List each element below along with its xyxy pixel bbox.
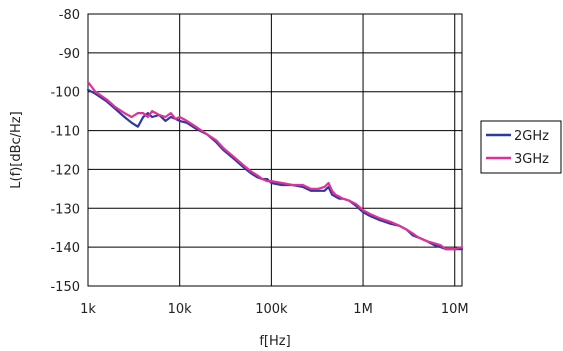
series-layer — [86, 80, 464, 251]
x-tick-label: 1M — [353, 302, 373, 317]
y-tick-label: -120 — [50, 163, 80, 178]
y-axis-label: L(f)[dBc/Hz] — [9, 111, 24, 188]
y-tick-label: -150 — [50, 280, 80, 295]
plot-area-frame — [87, 13, 463, 287]
y-tick-label: -90 — [59, 47, 80, 62]
series-3ghz — [86, 80, 464, 251]
x-tick-labels: 1k 10k 100k 1M 10M — [80, 302, 469, 317]
x-tick-label: 1k — [80, 302, 96, 317]
legend: 2GHz 3GHz — [480, 120, 562, 174]
x-tick-label: 100k — [255, 302, 288, 317]
series-line-3ghz — [86, 80, 464, 251]
legend-label-3ghz: 3GHz — [514, 152, 549, 167]
y-tick-label: -130 — [50, 202, 80, 217]
y-tick-labels: -150 -140 -130 -120 -110 -100 -90 -80 — [50, 8, 80, 295]
x-axis-label: f[Hz] — [259, 334, 290, 349]
x-tick-label: 10k — [168, 302, 193, 317]
y-tick-label: -140 — [50, 241, 80, 256]
grid — [87, 13, 462, 287]
y-tick-label: -110 — [50, 125, 80, 140]
legend-box — [480, 120, 562, 174]
y-tick-label: -100 — [50, 86, 80, 101]
legend-label-2ghz: 2GHz — [514, 129, 549, 144]
x-tick-label: 10M — [441, 302, 469, 317]
y-tick-label: -80 — [59, 8, 80, 23]
